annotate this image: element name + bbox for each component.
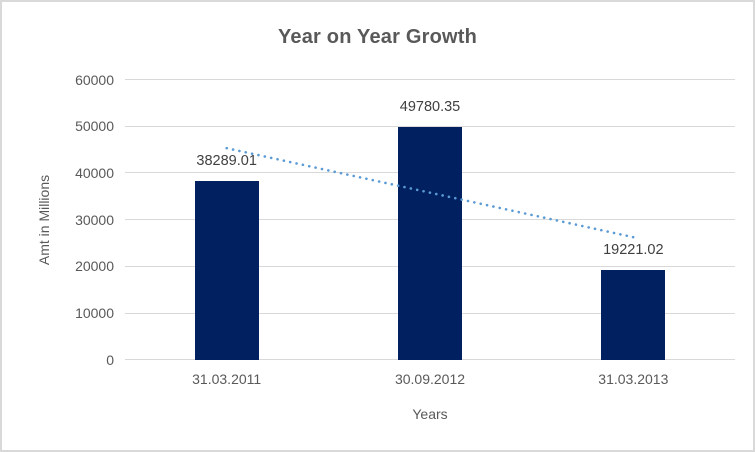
bar-31.03.2011 [194,180,259,360]
chart-title: Year on Year Growth [277,26,478,48]
bar-31.03.2013 [601,269,666,360]
data-label: 19221.02 [603,241,664,258]
y-axis-tick-label: 10000 [75,305,114,321]
y-axis-tick-label: 50000 [75,118,114,135]
data-label: 49780.35 [399,99,461,116]
x-axis-tick-label: 31.03.2011 [192,371,262,387]
y-axis-tick-label: 30000 [75,211,114,228]
y-gridline [125,79,735,80]
y-axis-tick-label: 0 [106,351,114,368]
y-gridline [125,359,735,361]
bar-30.09.2012 [398,127,462,360]
x-axis-title: Years [412,406,448,422]
data-label: 38289.01 [196,152,257,169]
x-axis-tick-label: 31.03.2013 [598,371,669,387]
y-gridline [125,125,735,127]
y-axis-tick-label: 20000 [75,258,114,275]
y-axis-tick-label: 40000 [75,164,114,181]
x-axis-tick-label: 30.09.2012 [394,371,466,387]
y-axis-tick-label: 60000 [75,71,114,88]
